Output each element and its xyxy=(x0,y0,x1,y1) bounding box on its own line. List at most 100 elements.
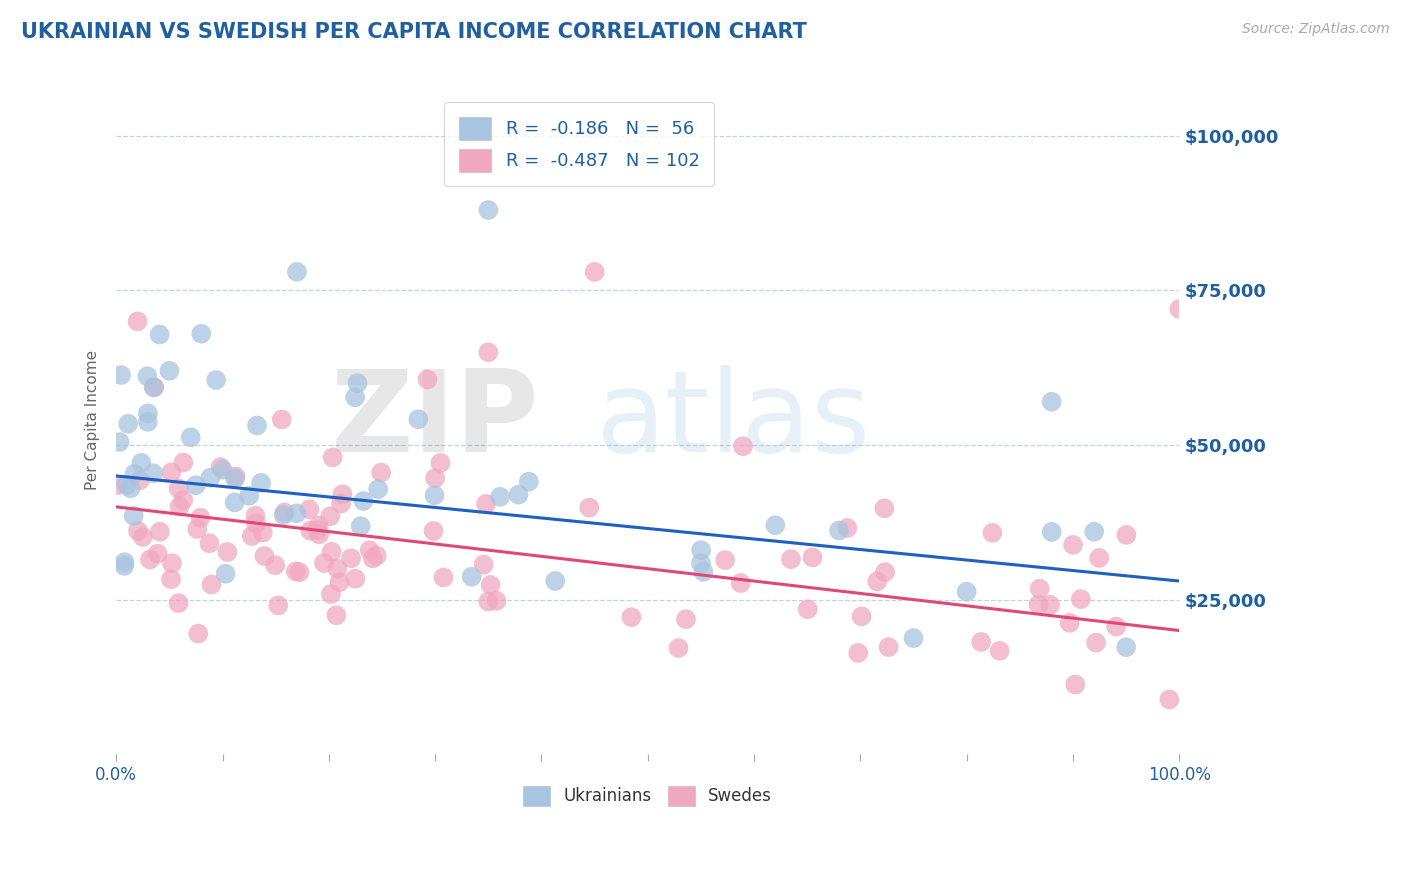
Point xyxy=(285,265,308,279)
Point xyxy=(160,572,183,586)
Point xyxy=(1105,619,1128,633)
Point xyxy=(225,469,247,483)
Point xyxy=(877,640,900,654)
Point xyxy=(460,570,482,584)
Point xyxy=(122,508,145,523)
Point xyxy=(477,594,499,608)
Text: UKRAINIAN VS SWEDISH PER CAPITA INCOME CORRELATION CHART: UKRAINIAN VS SWEDISH PER CAPITA INCOME C… xyxy=(21,22,807,42)
Point xyxy=(264,558,287,573)
Point xyxy=(981,525,1004,540)
Point xyxy=(224,495,246,509)
Point xyxy=(267,599,290,613)
Point xyxy=(322,450,344,465)
Point xyxy=(330,497,353,511)
Point xyxy=(288,565,311,579)
Point xyxy=(184,478,207,492)
Point xyxy=(224,472,246,486)
Point xyxy=(370,466,392,480)
Point xyxy=(285,506,308,520)
Point xyxy=(714,553,737,567)
Point xyxy=(211,463,233,477)
Point xyxy=(250,475,273,490)
Point xyxy=(903,631,925,645)
Point xyxy=(142,467,165,481)
Point xyxy=(344,572,367,586)
Point xyxy=(1028,582,1050,596)
Point xyxy=(180,430,202,444)
Point xyxy=(423,471,446,485)
Point xyxy=(690,543,713,558)
Point xyxy=(366,549,388,563)
Point xyxy=(107,478,129,492)
Point xyxy=(326,561,349,575)
Point xyxy=(117,417,139,431)
Point xyxy=(1085,635,1108,649)
Point xyxy=(186,522,208,536)
Point xyxy=(801,550,824,565)
Point xyxy=(837,521,859,535)
Point xyxy=(149,524,172,539)
Point xyxy=(108,435,131,450)
Point xyxy=(423,488,446,502)
Point xyxy=(200,577,222,591)
Point xyxy=(583,265,606,279)
Point xyxy=(284,565,307,579)
Point xyxy=(344,390,367,404)
Point xyxy=(167,482,190,496)
Point xyxy=(1059,615,1081,630)
Point xyxy=(187,626,209,640)
Point xyxy=(325,608,347,623)
Text: ZIP: ZIP xyxy=(330,365,540,475)
Point xyxy=(110,368,132,382)
Point xyxy=(321,545,343,559)
Point xyxy=(988,644,1011,658)
Point xyxy=(120,481,142,495)
Point xyxy=(422,524,444,538)
Point xyxy=(731,439,754,453)
Point xyxy=(190,510,212,524)
Point xyxy=(114,555,136,569)
Point xyxy=(873,565,896,579)
Point xyxy=(578,500,600,515)
Point xyxy=(730,576,752,591)
Point xyxy=(142,380,165,394)
Point xyxy=(350,519,373,533)
Text: Source: ZipAtlas.com: Source: ZipAtlas.com xyxy=(1241,22,1389,37)
Point xyxy=(675,612,697,626)
Point xyxy=(851,609,873,624)
Point xyxy=(489,490,512,504)
Point xyxy=(307,523,329,537)
Text: atlas: atlas xyxy=(595,365,870,475)
Point xyxy=(146,547,169,561)
Point xyxy=(205,373,228,387)
Point xyxy=(200,471,222,485)
Point xyxy=(692,565,714,579)
Point xyxy=(1040,394,1063,409)
Point xyxy=(1115,640,1137,655)
Point xyxy=(115,478,138,492)
Point xyxy=(319,587,342,601)
Point xyxy=(620,610,643,624)
Point xyxy=(432,570,454,584)
Point xyxy=(477,202,499,217)
Point xyxy=(1083,524,1105,539)
Point xyxy=(956,584,979,599)
Point xyxy=(690,556,713,570)
Point xyxy=(472,558,495,572)
Point xyxy=(668,640,690,655)
Point xyxy=(797,602,820,616)
Point xyxy=(136,415,159,429)
Point xyxy=(308,518,330,533)
Point xyxy=(246,418,269,433)
Point xyxy=(273,508,295,522)
Point xyxy=(1070,592,1092,607)
Point xyxy=(245,516,267,531)
Point xyxy=(828,524,851,538)
Point xyxy=(157,364,180,378)
Point xyxy=(780,552,803,566)
Point xyxy=(169,500,191,514)
Point xyxy=(139,552,162,566)
Point xyxy=(508,488,530,502)
Point xyxy=(359,543,381,558)
Point xyxy=(332,487,354,501)
